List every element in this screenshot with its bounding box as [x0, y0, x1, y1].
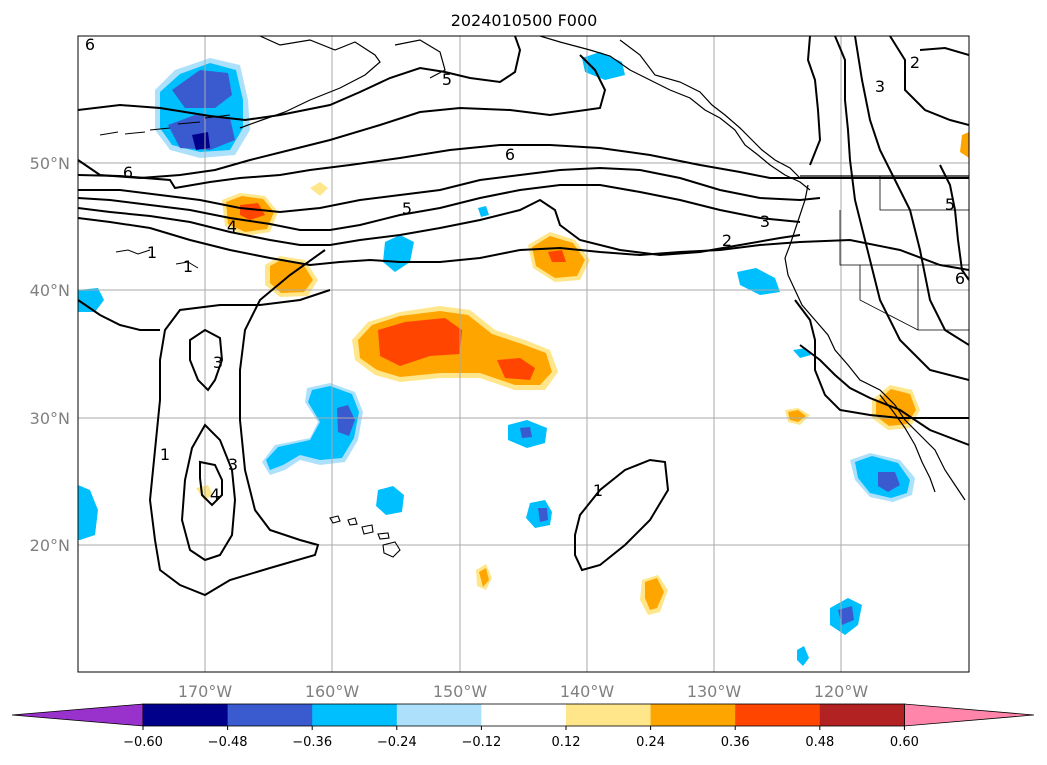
- contour-label: 5: [442, 70, 452, 89]
- colorbar-segment: [481, 704, 567, 726]
- lon-label-130w: 130°W: [687, 682, 742, 701]
- contour-lines: [78, 36, 969, 597]
- contour-label: 5: [945, 195, 955, 214]
- graticule: [78, 36, 969, 672]
- lat-label-20n: 20°N: [30, 536, 70, 555]
- latitude-labels: 50°N 40°N 30°N 20°N: [30, 154, 70, 555]
- contour-label: 1: [593, 481, 603, 500]
- lon-label-120w: 120°W: [814, 682, 869, 701]
- alaska-coast: [239, 36, 811, 191]
- lat-label-40n: 40°N: [30, 281, 70, 300]
- colorbar-segment: [143, 704, 229, 726]
- contour-label: 3: [213, 353, 223, 372]
- aleutian-islands: [99, 114, 231, 269]
- contour-label: 6: [955, 269, 965, 288]
- colorbar-extension-low: [11, 703, 144, 727]
- colorbar-segment: [650, 704, 736, 726]
- contour-label: 5: [402, 199, 412, 218]
- colorbar-segment: [312, 704, 398, 726]
- contour-label: 1: [147, 243, 157, 262]
- colorbar-tick-label: 0.36: [721, 735, 750, 750]
- baja-coast: [879, 394, 936, 493]
- contour-label: 4: [227, 217, 237, 236]
- colorbar: −0.60 −0.48 −0.36 −0.24 −0.12 0.12 0.24 0.36 0.4…: [11, 703, 1035, 750]
- negative-anomaly-regions: [78, 52, 915, 666]
- colorbar-frame: [142, 703, 905, 727]
- lat-label-30n: 30°N: [30, 409, 70, 428]
- coastlines: [239, 36, 969, 501]
- map-title: 2024010500 F000: [451, 11, 598, 30]
- colorbar-tick-label: 0.24: [636, 735, 665, 750]
- lat-label-50n: 50°N: [30, 154, 70, 173]
- hawaii-islands: [329, 515, 401, 558]
- colorbar-tick-label: 0.60: [890, 735, 919, 750]
- contour-label: 4: [210, 485, 220, 504]
- colorbar-segment: [819, 704, 905, 726]
- colorbar-tick-label: −0.36: [292, 735, 332, 750]
- lon-label-150w: 150°W: [433, 682, 488, 701]
- contour-label: 3: [228, 455, 238, 474]
- state-borders: [839, 176, 969, 331]
- contour-labels: 6 5 6 6 5 4 3 2 3 5 6 2 3 1 1 3 1 3 4 1: [85, 35, 965, 504]
- map-area: 6 5 6 6 5 4 3 2 3 5 6 2 3 1 1 3 1 3 4 1: [78, 35, 969, 672]
- us-west-coast: [784, 184, 966, 501]
- lon-label-140w: 140°W: [560, 682, 615, 701]
- lon-label-170w: 170°W: [178, 682, 233, 701]
- colorbar-tick-label: −0.48: [208, 735, 248, 750]
- canada-coast: [619, 39, 801, 179]
- colorbar-segment: [396, 704, 482, 726]
- contour-label: 3: [760, 212, 770, 231]
- colorbar-segment: [735, 704, 821, 726]
- longitude-labels: 170°W 160°W 150°W 140°W 130°W 120°W: [178, 682, 869, 701]
- colorbar-segment: [227, 704, 313, 726]
- colorbar-segment: [566, 704, 652, 726]
- lon-label-160w: 160°W: [305, 682, 360, 701]
- contour-label: 6: [85, 35, 95, 54]
- contour-label: 6: [123, 163, 133, 182]
- contour-label: 2: [722, 231, 732, 250]
- map-frame: [77, 35, 970, 673]
- contour-label: 2: [910, 53, 920, 72]
- colorbar-tick-label: 0.48: [805, 735, 834, 750]
- contour-label: 3: [875, 77, 885, 96]
- positive-anomaly-regions: [196, 132, 969, 615]
- colorbar-extension-high: [904, 703, 1035, 727]
- contour-label: 1: [183, 257, 193, 276]
- colorbar-tick-label: −0.24: [377, 735, 417, 750]
- colorbar-tick-label: −0.60: [123, 735, 163, 750]
- contour-label: 1: [160, 445, 170, 464]
- colorbar-tick-label: −0.12: [461, 735, 501, 750]
- colorbar-tick-label: 0.12: [552, 735, 581, 750]
- contour-label: 6: [505, 145, 515, 164]
